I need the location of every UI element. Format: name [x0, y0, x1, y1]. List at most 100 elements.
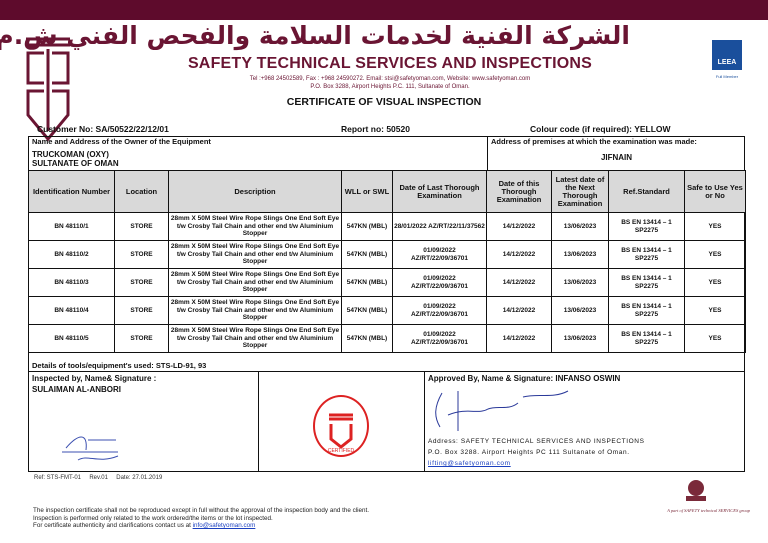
table-cell: YES: [684, 240, 746, 269]
customer-no: Customer No: SA/50522/22/12/01: [37, 124, 169, 134]
table-row: BN 48110/1 STORE 28mm X 50M Steel Wire Rop…: [28, 212, 746, 241]
tools-used: Details of tools/equipment's used: STS-L…: [32, 361, 207, 370]
table-cell: BS EN 13414 – 1 SP2275: [608, 296, 685, 325]
info-email-link[interactable]: info@safetyoman.com: [192, 522, 256, 529]
column-header: Identification Number: [28, 170, 115, 213]
table-cell: 547KN (MBL): [341, 240, 393, 269]
address-line: P.O. Box 3288. Airport Heights PC 111 Su…: [428, 449, 630, 456]
company-logo: [26, 37, 70, 142]
table-cell: YES: [684, 324, 746, 353]
divider: [258, 371, 259, 472]
table-cell: BN 48110/1: [28, 212, 115, 241]
company-name-arabic: الشركة الفنية لخدمات السلامة والفحص الفن…: [0, 21, 630, 50]
table-cell: BN 48110/5: [28, 324, 115, 353]
table-cell: 13/06/2023: [551, 296, 609, 325]
table-cell: 547KN (MBL): [341, 212, 393, 241]
footer-notice: The inspection certificate shall not be …: [33, 507, 369, 530]
column-header: Safe to Use Yes or No: [684, 170, 746, 213]
contact-address: P.O. Box 3288, Airport Heights P.C. 111,…: [310, 84, 470, 90]
table-cell: 13/06/2023: [551, 324, 609, 353]
table-cell: STORE: [114, 212, 169, 241]
footer-line: The inspection certificate shall not be …: [33, 507, 370, 514]
table-row: BN 48110/4 STORE 28mm X 50M Steel Wire Rop…: [28, 296, 746, 325]
table-cell: 547KN (MBL): [341, 296, 393, 325]
premises-label: Address of premises at which the examina…: [491, 137, 697, 146]
table-cell: BS EN 13414 – 1 SP2275: [608, 212, 685, 241]
table-cell: 13/06/2023: [551, 240, 609, 269]
approver-signature: [435, 390, 569, 431]
certificate-title: CERTIFICATE OF VISUAL INSPECTION: [286, 96, 482, 108]
approved-by: Approved By, Name & Signature: INFANSO O…: [428, 374, 621, 383]
table-cell: BN 48110/3: [28, 268, 115, 297]
leea-logo: LEEA Full Member: [712, 40, 742, 79]
table-cell: 547KN (MBL): [341, 268, 393, 297]
divider: [487, 136, 488, 170]
column-header: Date of this Thorough Examination: [486, 170, 552, 213]
owner-line2: SULTANATE OF OMAN: [32, 159, 119, 168]
contact-line: Tel :+968 24502589, Fax : +968 24590272.…: [249, 76, 531, 82]
group-logo: A part of SAFETY technical SERVICES grou…: [650, 478, 750, 518]
table-cell: 28mm X 50M Steel Wire Rope Slings One En…: [168, 268, 342, 297]
table-row: BN 48110/3 STORE 28mm X 50M Steel Wire Rop…: [28, 268, 746, 297]
top-brand-bar: [0, 0, 768, 20]
inspector-signature: [62, 436, 119, 461]
column-header: Description: [168, 170, 342, 213]
company-contact: Tel :+968 24502589, Fax : +968 24590272.…: [150, 75, 630, 91]
form-ref: Ref: STS-FMT-01 Rev.01 Date: 27.01.2019: [34, 475, 163, 481]
table-cell: 14/12/2022: [486, 212, 552, 241]
divider: [28, 371, 745, 372]
table-cell: 28mm X 50M Steel Wire Rope Slings One En…: [168, 212, 342, 241]
premises: JIFNAIN: [600, 153, 633, 162]
certified-stamp: CERTIFIED: [313, 395, 369, 457]
table-cell: 547KN (MBL): [341, 324, 393, 353]
table-cell: 28mm X 50M Steel Wire Rope Slings One En…: [168, 240, 342, 269]
inspection-table: Identification Number Location Description…: [28, 170, 746, 353]
stamp-text: CERTIFIED: [328, 448, 355, 454]
table-cell: STORE: [114, 240, 169, 269]
table-cell: 14/12/2022: [486, 240, 552, 269]
table-cell: BS EN 13414 – 1 SP2275: [608, 240, 685, 269]
leea-sub: Full Member: [715, 74, 739, 79]
owner-label: Name and Address of the Owner of the Equ…: [32, 137, 211, 146]
footer-line: For certificate authenticity and clarifi…: [33, 522, 191, 529]
footer-line: Inspection is performed only related to …: [33, 514, 273, 522]
inspected-label: Inspected by, Name& Signature :: [32, 374, 157, 383]
column-header: Location: [114, 170, 169, 213]
inspector-name: SULAIMAN AL-ANBORI: [32, 385, 122, 394]
table-row: BN 48110/2 STORE 28mm X 50M Steel Wire Rop…: [28, 240, 746, 269]
table-cell: BN 48110/4: [28, 296, 115, 325]
table-cell: 14/12/2022: [486, 324, 552, 353]
table-cell: BS EN 13414 – 1 SP2275: [608, 324, 685, 353]
table-cell: YES: [684, 212, 746, 241]
table-cell: 13/06/2023: [551, 212, 609, 241]
table-cell: STORE: [114, 268, 169, 297]
leea-label: LEEA: [717, 59, 737, 66]
table-cell: 14/12/2022: [486, 296, 552, 325]
report-no: Report no: 50520: [341, 124, 410, 134]
column-header: Ref.Standard: [608, 170, 685, 213]
table-cell: 01/09/2022 AZ/RT/22/09/36701: [392, 296, 487, 325]
column-header: WLL or SWL: [341, 170, 393, 213]
company-name: SAFETY TECHNICAL SERVICES AND INSPECTION…: [187, 55, 593, 72]
approver-address: Address: SAFETY TECHNICAL SERVICES AND I…: [428, 436, 645, 469]
column-header: Latest date of the Next Thorough Examina…: [551, 170, 609, 213]
table-row: BN 48110/5 STORE 28mm X 50M Steel Wire Rop…: [28, 324, 746, 353]
table-cell: 28mm X 50M Steel Wire Rope Slings One En…: [168, 324, 342, 353]
address-line: Address: SAFETY TECHNICAL SERVICES AND I…: [428, 438, 645, 445]
lifting-email-link[interactable]: lifting@safetyoman.com: [428, 460, 511, 467]
divider: [424, 371, 425, 472]
table-cell: 14/12/2022: [486, 268, 552, 297]
owner-line1: TRUCKOMAN (OXY): [32, 150, 109, 159]
table-cell: 13/06/2023: [551, 268, 609, 297]
table-cell: 01/09/2022 AZ/RT/22/09/36701: [392, 240, 487, 269]
table-cell: STORE: [114, 324, 169, 353]
table-cell: YES: [684, 296, 746, 325]
colour-code: Colour code (if required): YELLOW: [530, 124, 671, 134]
group-text: A part of SAFETY technical SERVICES grou…: [667, 508, 750, 513]
table-cell: 28mm X 50M Steel Wire Rope Slings One En…: [168, 296, 342, 325]
table-cell: 01/09/2022 AZ/RT/22/09/36701: [392, 268, 487, 297]
table-cell: STORE: [114, 296, 169, 325]
table-cell: 01/09/2022 AZ/RT/22/09/36701: [392, 324, 487, 353]
table-cell: BN 48110/2: [28, 240, 115, 269]
column-header: Date of Last Thorough Examination: [392, 170, 487, 213]
